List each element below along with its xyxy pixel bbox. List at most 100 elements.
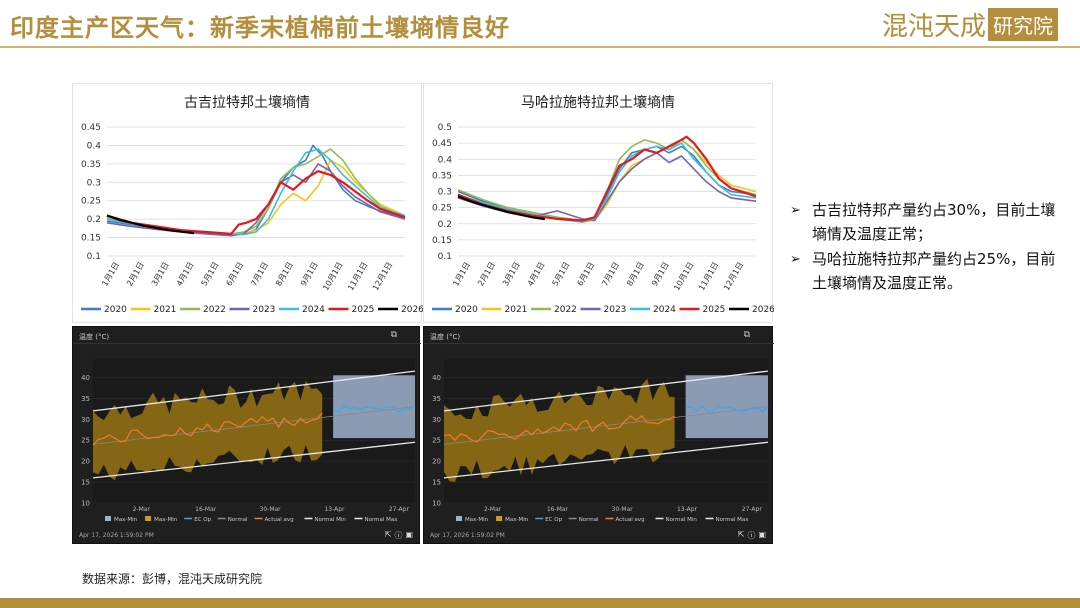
soil-chart-gujarat-svg: 0.45 0.4 0.35 0.3 0.25 0.2 0.15 0.11月1日 2月1日 3月1日… (81, 123, 423, 315)
legend-swatch (456, 516, 462, 521)
legend-label: EC Op (194, 517, 211, 523)
legend-label: 2021 (505, 305, 528, 315)
legend-label: 2020 (455, 305, 478, 315)
forecast-range-band (685, 375, 768, 439)
export-icon[interactable]: ⇱ (737, 530, 745, 539)
x-tick-label: 2-Mar (133, 506, 151, 513)
y-tick-label: 40 (432, 374, 441, 382)
normal-max-line (443, 370, 769, 412)
x-tick-label: 3月1日 (501, 261, 522, 288)
excel-icon[interactable]: ▣ (405, 530, 413, 539)
legend-label: EC Op (545, 517, 562, 523)
legend-swatch (105, 516, 111, 521)
legend-label: 2025 (352, 305, 375, 315)
ec-op-line (685, 405, 769, 413)
legend-label: Actual avg (265, 517, 294, 523)
x-tick-label: 7月1日 (249, 261, 270, 288)
data-source: 数据来源：彭博，混沌天成研究院 (82, 572, 263, 586)
actual-avg-line (443, 415, 675, 443)
y-tick-label: 40 (81, 374, 90, 382)
page-title: 印度主产区天气：新季末植棉前土壤墒情良好 (10, 14, 510, 42)
y-tick-label: 20 (432, 458, 441, 466)
arrow-bullet-icon: ➢ (790, 252, 801, 267)
x-tick-label: 3月1日 (150, 261, 171, 288)
y-tick-label: 35 (81, 395, 90, 403)
x-tick-label: 12月1日 (371, 261, 394, 293)
x-tick-label: 11月1日 (346, 261, 369, 293)
legend-label: 2022 (554, 305, 577, 315)
x-tick-label: 2-Mar (484, 506, 502, 513)
legend-label: Max-Min (505, 517, 529, 523)
legend-label: Max-Min (154, 517, 178, 523)
series-line-2022 (457, 139, 757, 222)
info-icon[interactable]: ⓘ (747, 531, 756, 540)
x-tick-label: 9月1日 (299, 261, 320, 288)
x-tick-label: 2月1日 (476, 261, 497, 288)
soil-chart-maharashtra: 马哈拉施特拉邦土壤墒情 0.5 0.45 0.4 0.35 0.3 0.25 0.2 0.15… (423, 83, 774, 323)
y-tick-label: 15 (81, 479, 90, 487)
x-tick-label: 4月1日 (526, 261, 547, 288)
chart-tools: ⇱ ⓘ ▣ (385, 530, 413, 541)
series-line-2026 (457, 195, 546, 221)
x-tick-label: 13-Apr (677, 506, 698, 513)
normal-max-line (92, 370, 416, 412)
x-tick-label: 16-Mar (547, 506, 569, 513)
legend-label: 2022 (203, 305, 226, 315)
temp-chart-title: 温度 (°C) (430, 333, 461, 341)
temp-chart-maharashtra: 温度 (°C) ⧉ 40 35 30 25 20 15 10 2-Mar 16-Mar 30-Ma… (423, 326, 774, 544)
y-tick-label: 15 (432, 479, 441, 487)
series-line-2025 (457, 135, 757, 222)
legend-label: Normal Min (315, 517, 347, 523)
info-icon[interactable]: ⓘ (394, 531, 403, 540)
legend-label: Normal (579, 517, 599, 523)
y-tick-label: 30 (432, 416, 441, 424)
y-tick-label: 0.45 (432, 139, 452, 149)
ec-op-line (332, 405, 416, 413)
x-tick-label: 1月1日 (451, 261, 472, 288)
series-line-2024 (457, 142, 757, 223)
actual-avg-line (92, 412, 323, 446)
header: 印度主产区天气：新季末植棉前土壤墒情良好 混沌天成 研究院 (0, 0, 1080, 48)
legend-label: Normal Min (666, 517, 698, 523)
x-tick-label: 13-Apr (324, 506, 345, 513)
y-tick-label: 0.2 (438, 220, 452, 230)
y-tick-label: 0.15 (432, 236, 452, 246)
bullet-text: 古吉拉特邦产量约占30%，目前土壤墒情及温度正常； (812, 201, 1056, 243)
y-tick-label: 0.35 (432, 171, 452, 181)
legend-label: Normal Max (716, 517, 750, 523)
y-tick-label: 0.1 (438, 252, 452, 262)
excel-icon[interactable]: ▣ (758, 530, 766, 539)
legend-swatch (145, 516, 152, 521)
temp-chart-gujarat: 温度 (°C) ⧉ 40 35 30 25 20 15 10 2-Mar 16-Mar 30-Ma… (72, 326, 421, 544)
x-tick-label: 11月1日 (697, 261, 720, 293)
y-tick-label: 0.3 (87, 178, 101, 188)
normal-min-line (92, 441, 416, 479)
x-tick-label: 12月1日 (722, 261, 745, 293)
popout-icon[interactable]: ⧉ (390, 330, 397, 340)
temp-chart-maharashtra-svg: 40 35 30 25 20 15 10 2-Mar 16-Mar 30-Mar 13-Apr 27-… (424, 343, 774, 523)
x-tick-label: 5月1日 (200, 261, 221, 288)
y-tick-label: 0.2 (87, 215, 101, 225)
popout-icon[interactable]: ⧉ (743, 330, 750, 340)
y-tick-label: 35 (432, 395, 441, 403)
chart-title: 古吉拉特邦土壤墒情 (184, 95, 310, 111)
arrow-bullet-icon: ➢ (790, 203, 801, 218)
x-tick-label: 6月1日 (575, 261, 596, 288)
y-tick-label: 0.35 (81, 160, 101, 170)
y-tick-label: 0.4 (87, 141, 102, 151)
series-line-2022 (106, 148, 406, 235)
y-tick-label: 0.4 (438, 155, 453, 165)
legend-label: 2020 (104, 305, 127, 315)
normal-min-line (443, 441, 769, 479)
series-line-2025 (106, 170, 406, 235)
y-tick-label: 0.5 (438, 123, 452, 133)
x-tick-label: 5月1日 (551, 261, 572, 288)
chart-title: 马哈拉施特拉邦土壤墒情 (521, 95, 675, 111)
export-icon[interactable]: ⇱ (384, 530, 392, 539)
y-tick-label: 0.1 (87, 252, 101, 262)
y-tick-label: 0.3 (438, 188, 452, 198)
bullet-item: ➢ 古吉拉特邦产量约占30%，目前土壤墒情及温度正常； (790, 198, 1070, 246)
x-tick-label: 16-Mar (195, 506, 217, 513)
logo-box: 研究院 (988, 7, 1058, 41)
